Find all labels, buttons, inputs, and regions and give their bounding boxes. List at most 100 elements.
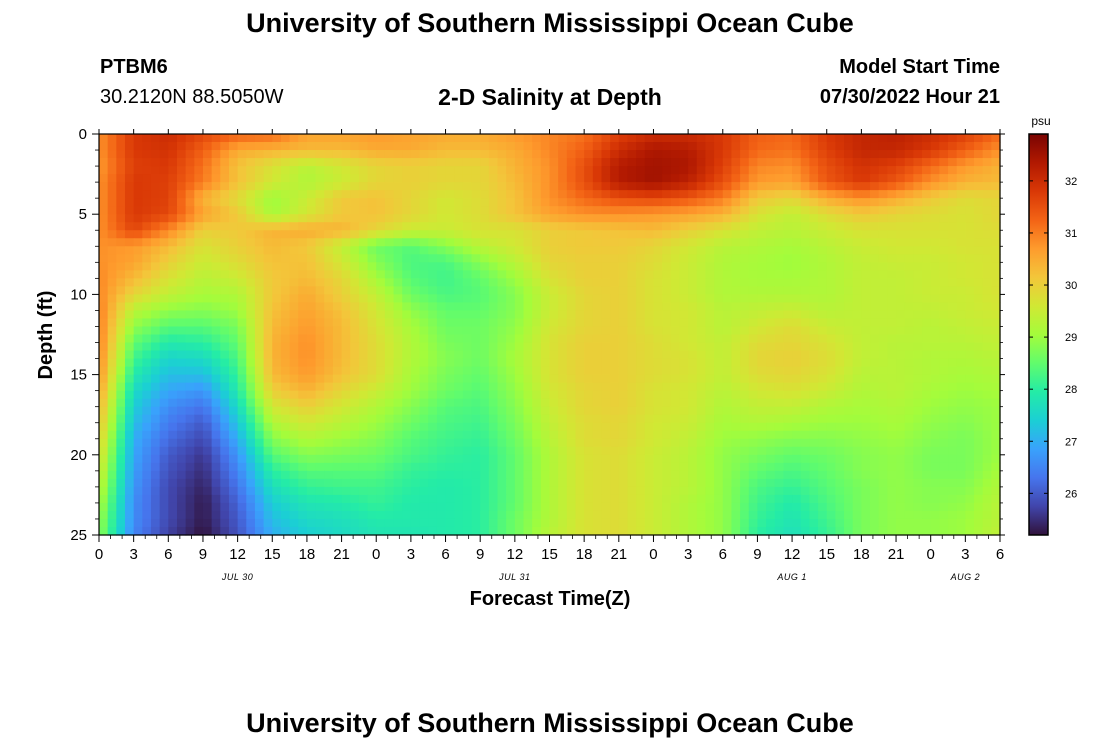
- heatmap-cell: [237, 382, 247, 392]
- heatmap-cell: [133, 430, 143, 440]
- heatmap-cell: [306, 286, 317, 295]
- heatmap-cell: [107, 494, 117, 504]
- heatmap-cell: [254, 358, 265, 368]
- heatmap-cell: [272, 510, 282, 520]
- heatmap-cell: [662, 150, 672, 159]
- heatmap-cell: [497, 286, 507, 295]
- heatmap-cell: [662, 286, 672, 295]
- heatmap-cell: [488, 414, 499, 424]
- heatmap-cell: [220, 190, 230, 199]
- heatmap-cell: [835, 422, 845, 432]
- heatmap-cell: [636, 438, 646, 448]
- heatmap-cell: [506, 198, 516, 207]
- heatmap-cell: [428, 358, 438, 368]
- heatmap-cell: [705, 222, 715, 231]
- heatmap-cell: [506, 254, 516, 263]
- heatmap-cell: [306, 342, 317, 352]
- heatmap-cell: [185, 494, 195, 504]
- heatmap-cell: [202, 374, 213, 384]
- heatmap-cell: [358, 406, 369, 416]
- heatmap-cell: [636, 414, 646, 424]
- heatmap-cell: [930, 326, 940, 336]
- heatmap-cell: [99, 494, 109, 504]
- heatmap-cell: [878, 302, 888, 312]
- heatmap-cell: [688, 342, 698, 352]
- heatmap-cell: [800, 462, 810, 472]
- heatmap-cell: [419, 286, 429, 295]
- heatmap-cell: [194, 510, 204, 520]
- heatmap-cell: [220, 406, 230, 416]
- heatmap-cell: [254, 334, 265, 344]
- station-id: PTBM6: [100, 56, 168, 78]
- heatmap-cell: [176, 366, 187, 376]
- heatmap-cell: [714, 286, 724, 295]
- heatmap-cell: [194, 414, 204, 424]
- heatmap-cell: [211, 446, 221, 456]
- heatmap-cell: [887, 142, 897, 151]
- heatmap-cell: [913, 246, 923, 255]
- heatmap-cell: [558, 190, 568, 199]
- heatmap-cell: [211, 382, 221, 392]
- heatmap-cell: [610, 294, 620, 304]
- heatmap-cell: [532, 310, 542, 320]
- heatmap-cell: [263, 254, 273, 263]
- heatmap-cell: [757, 342, 767, 352]
- heatmap-cell: [506, 422, 516, 432]
- heatmap-cell: [800, 430, 810, 440]
- heatmap-cell: [99, 502, 109, 512]
- heatmap-cell: [445, 142, 455, 151]
- heatmap-cell: [298, 470, 308, 480]
- heatmap-cell: [766, 406, 776, 416]
- heatmap-cell: [142, 470, 152, 480]
- heatmap-cell: [488, 270, 499, 279]
- heatmap-cell: [168, 398, 178, 408]
- heatmap-cell: [358, 142, 369, 151]
- heatmap-cell: [688, 486, 698, 496]
- heatmap-cell: [809, 134, 819, 143]
- heatmap-cell: [792, 414, 802, 424]
- heatmap-cell: [618, 254, 629, 263]
- heatmap-cell: [220, 478, 230, 488]
- heatmap-cell: [289, 406, 299, 416]
- heatmap-cell: [670, 326, 681, 336]
- heatmap-cell: [185, 462, 195, 472]
- heatmap-cell: [298, 374, 308, 384]
- heatmap-cell: [913, 390, 923, 400]
- heatmap-cell: [428, 262, 438, 271]
- heatmap-cell: [974, 214, 984, 223]
- heatmap-cell: [298, 438, 308, 448]
- heatmap-cell: [506, 166, 516, 175]
- heatmap-cell: [861, 214, 871, 223]
- heatmap-cell: [757, 158, 767, 167]
- heatmap-cell: [367, 366, 377, 376]
- heatmap-cell: [159, 430, 169, 440]
- heatmap-cell: [904, 382, 914, 392]
- heatmap-cell: [948, 174, 958, 183]
- heatmap-cell: [393, 414, 403, 424]
- heatmap-cell: [376, 350, 386, 360]
- heatmap-cell: [991, 470, 1001, 480]
- heatmap-cell: [757, 270, 767, 279]
- heatmap-cell: [116, 430, 126, 440]
- heatmap-cell: [341, 182, 351, 191]
- heatmap-cell: [471, 446, 481, 456]
- heatmap-cell: [410, 470, 421, 480]
- heatmap-cell: [670, 374, 681, 384]
- heatmap-cell: [220, 470, 230, 480]
- heatmap-cell: [514, 374, 525, 384]
- heatmap-cell: [584, 358, 594, 368]
- heatmap-cell: [766, 214, 776, 223]
- heatmap-cell: [202, 310, 213, 320]
- heatmap-cell: [896, 350, 906, 360]
- heatmap-cell: [150, 478, 161, 488]
- heatmap-cell: [662, 158, 672, 167]
- heatmap-cell: [428, 502, 438, 512]
- heatmap-cell: [471, 246, 481, 255]
- heatmap-cell: [679, 310, 689, 320]
- heatmap-cell: [384, 390, 395, 400]
- heatmap-cell: [549, 446, 559, 456]
- heatmap-cell: [428, 342, 438, 352]
- heatmap-cell: [757, 198, 767, 207]
- heatmap-cell: [428, 158, 438, 167]
- heatmap-cell: [514, 422, 525, 432]
